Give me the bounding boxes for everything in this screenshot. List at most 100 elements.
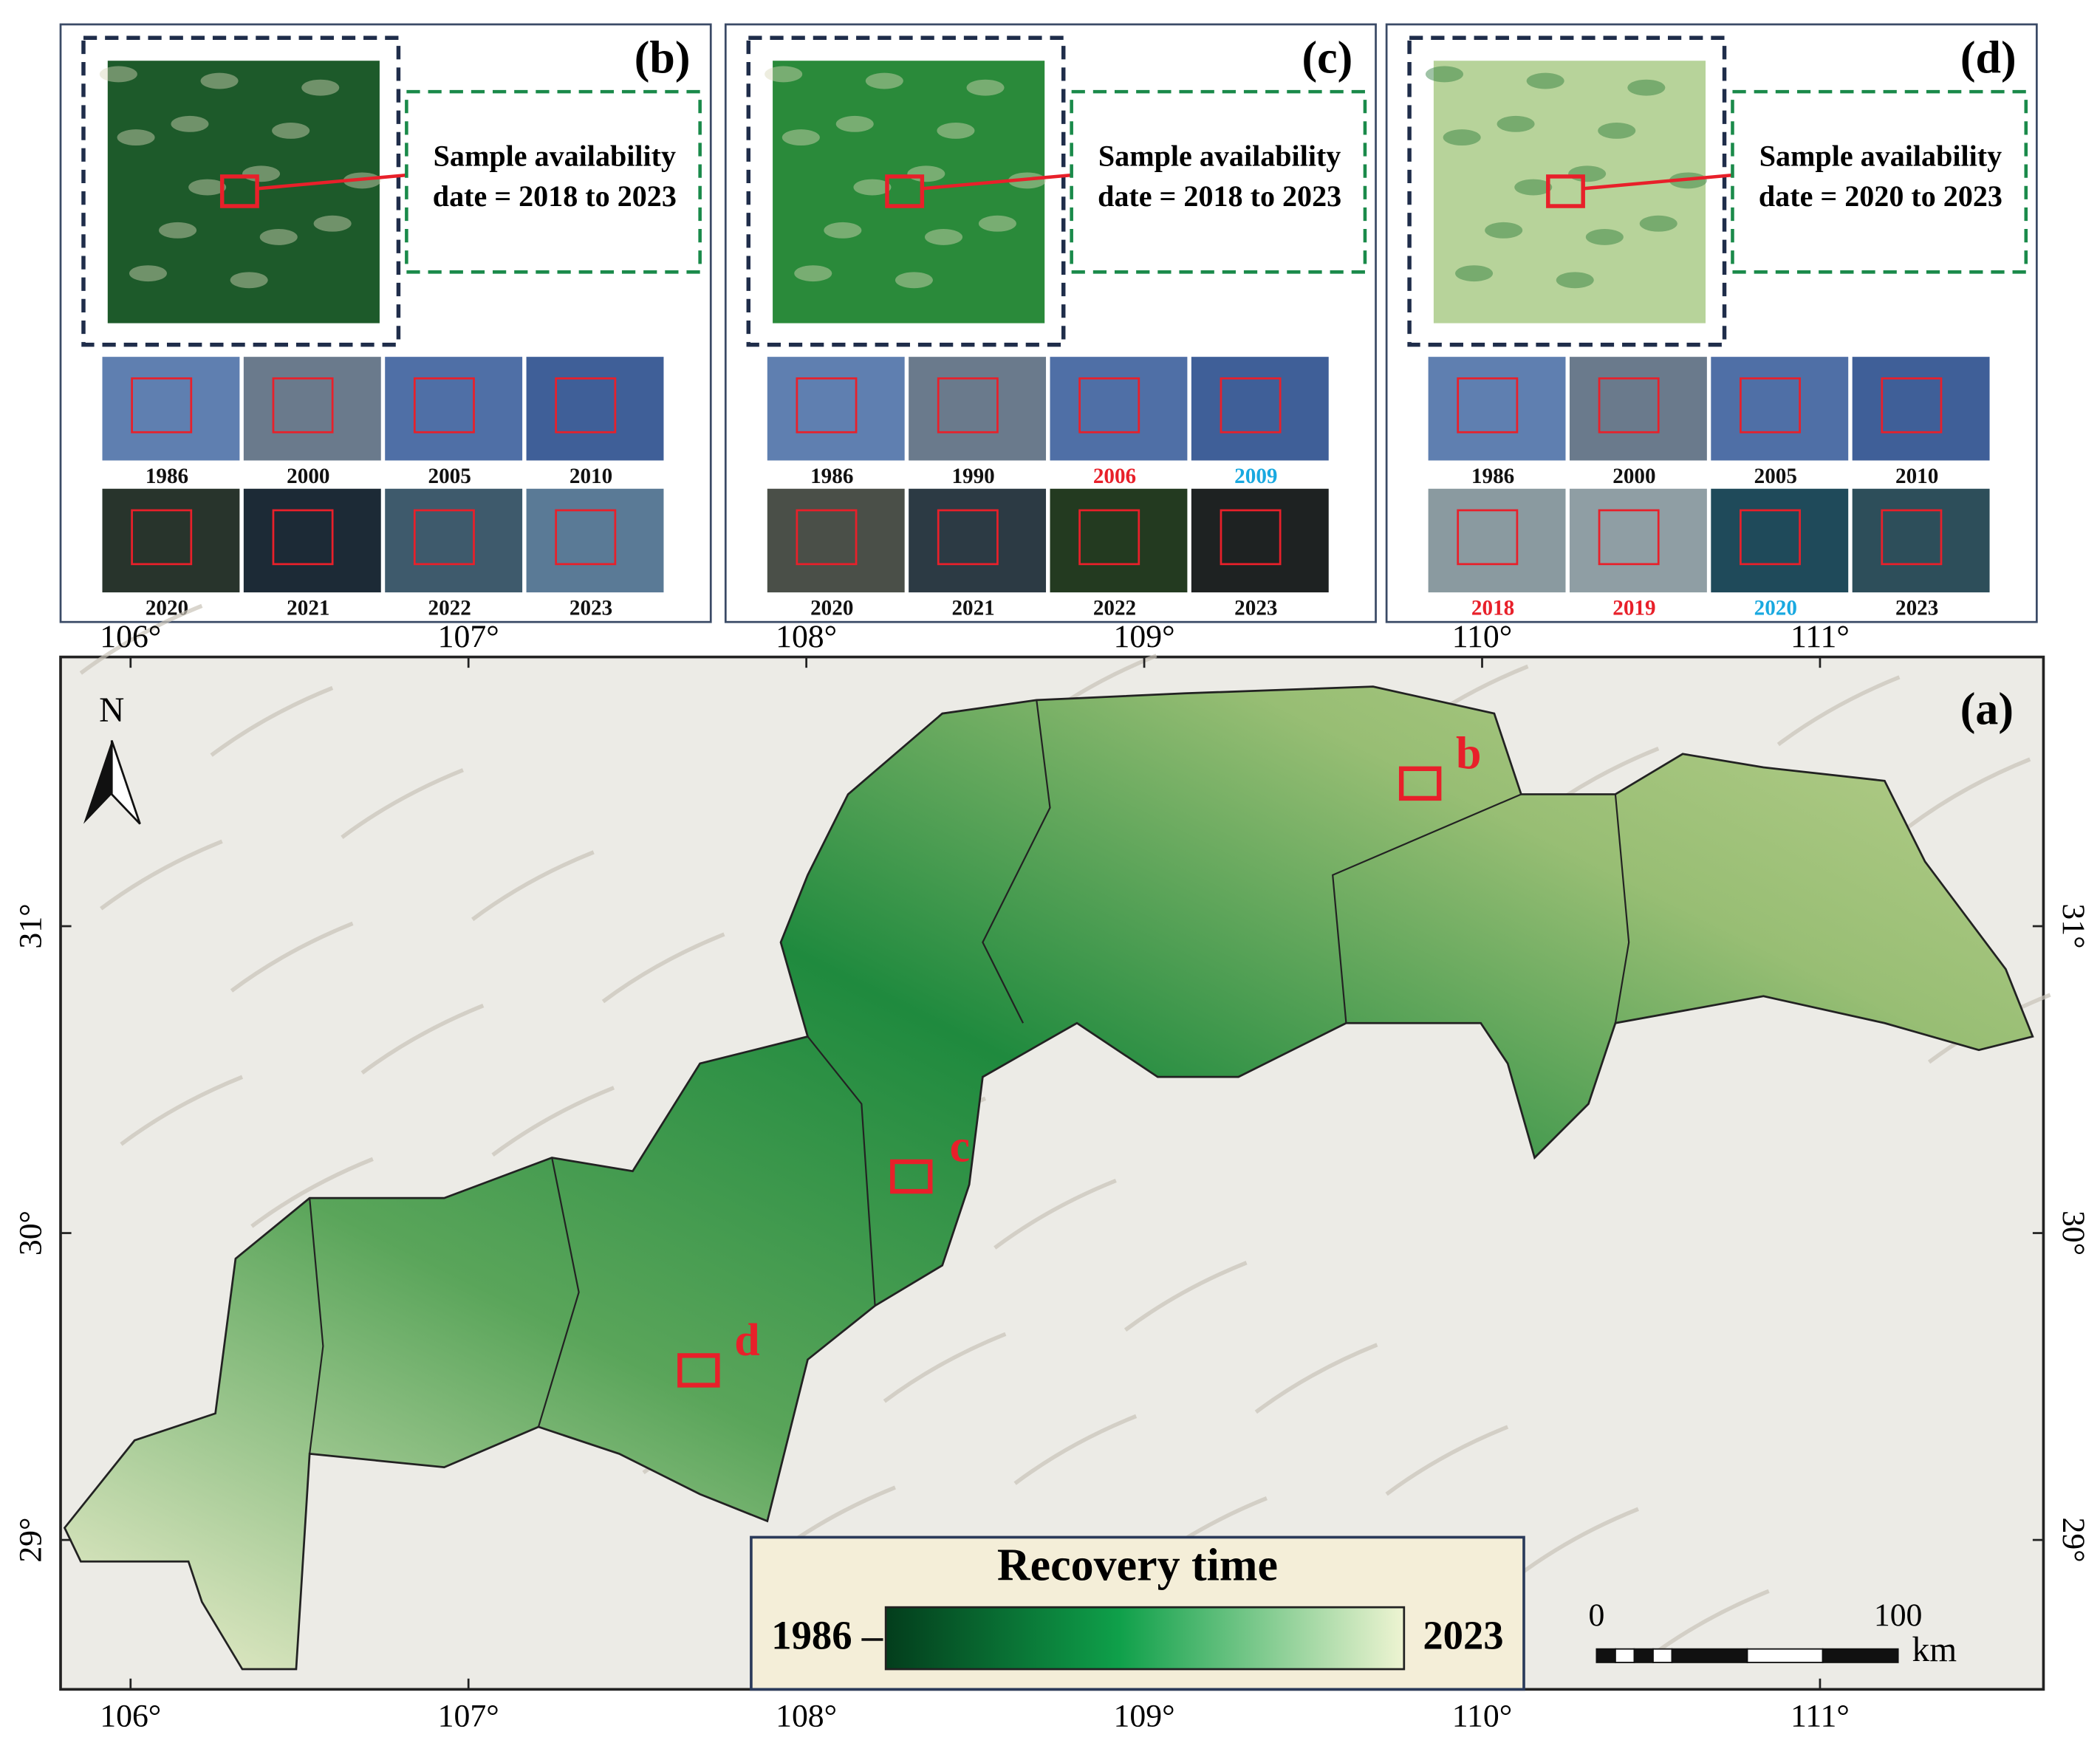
- thumbnail-box: [1078, 377, 1140, 434]
- thumbnail: [1191, 488, 1329, 593]
- lat-label: 29°: [2056, 1517, 2091, 1562]
- thumbnail: [385, 357, 523, 461]
- thumbnail: [1050, 357, 1188, 461]
- year-label: 2018: [1471, 596, 1514, 620]
- thumbnail: [767, 357, 905, 461]
- texture: [1455, 265, 1494, 282]
- texture: [835, 115, 874, 132]
- texture: [794, 265, 832, 282]
- lon-label: 107°: [438, 619, 499, 654]
- texture: [895, 272, 933, 289]
- note-text: date = 2018 to 2023: [433, 179, 677, 213]
- texture: [188, 179, 227, 196]
- panel-label: (b): [635, 32, 691, 83]
- scale-label: 0: [1588, 1598, 1604, 1633]
- note-text: Sample availability: [1759, 139, 2002, 172]
- lon-label: 110°: [1452, 619, 1512, 654]
- year-label: 2019: [1612, 596, 1655, 620]
- year-label: 2022: [1093, 596, 1136, 620]
- texture: [1485, 222, 1523, 239]
- lon-label: 107°: [438, 1698, 499, 1733]
- thumbnail-box: [272, 377, 334, 434]
- lon-label: 106°: [100, 1698, 161, 1733]
- year-label: 2021: [951, 596, 994, 620]
- thumbnail-box: [1220, 377, 1282, 434]
- texture: [171, 115, 209, 132]
- note-text: date = 2020 to 2023: [1759, 179, 2002, 213]
- legend-max: 2023: [1423, 1612, 1503, 1657]
- thumbnail-box: [413, 509, 475, 566]
- hillshade: [360, 1004, 485, 1075]
- thumbnail-box: [555, 509, 617, 566]
- year-label: 2005: [1754, 465, 1797, 488]
- texture: [1497, 115, 1535, 132]
- thumbnail: [243, 488, 381, 593]
- thumbnail-box: [1881, 509, 1943, 566]
- lat-label: 30°: [2056, 1210, 2091, 1256]
- hillshade: [230, 921, 354, 993]
- hillshade: [471, 850, 595, 922]
- boundary: [537, 1157, 580, 1428]
- panel-label: (d): [1960, 32, 2017, 83]
- scale-bar: [1822, 1648, 1899, 1663]
- lon-label: 108°: [776, 619, 837, 654]
- lon-label: 110°: [1452, 1698, 1512, 1733]
- thumbnail: [526, 357, 664, 461]
- year-label: 2010: [570, 465, 612, 488]
- texture: [1425, 66, 1463, 83]
- hillshade: [341, 768, 464, 839]
- thumbnail: [1569, 357, 1707, 461]
- lon-label: 109°: [1114, 1698, 1175, 1733]
- year-label: 1986: [1471, 465, 1514, 488]
- panel-label: (c): [1302, 32, 1353, 83]
- site-box: [890, 1159, 933, 1194]
- thumbnail: [767, 488, 905, 593]
- thumbnail-box: [1220, 509, 1282, 566]
- year-label: 1986: [810, 465, 853, 488]
- thumbnail: [1428, 357, 1566, 461]
- year-label: 2023: [1234, 596, 1277, 620]
- thumbnail: [1428, 488, 1566, 593]
- sample-box: [219, 174, 259, 208]
- sample-box: [1546, 174, 1585, 208]
- legend-min: 1986: [771, 1612, 852, 1657]
- site-box: [1398, 766, 1442, 801]
- thumbnail-box: [1598, 377, 1660, 434]
- thumbnail: [909, 357, 1047, 461]
- scale-unit: km: [1912, 1631, 1957, 1669]
- texture: [313, 215, 352, 232]
- hillshade: [210, 685, 334, 757]
- texture: [824, 222, 862, 239]
- texture: [200, 72, 239, 89]
- hillshade: [1907, 757, 2031, 829]
- texture: [853, 179, 892, 196]
- year-label: 1990: [951, 465, 994, 488]
- year-label: 1986: [146, 465, 188, 488]
- site-label: b: [1456, 728, 1481, 778]
- year-label: 2010: [1895, 465, 1938, 488]
- boundary: [309, 1198, 324, 1454]
- thumbnail-box: [937, 509, 999, 566]
- hillshade: [883, 1332, 1007, 1403]
- thumbnail: [526, 488, 664, 593]
- texture: [129, 265, 167, 282]
- pointer: [256, 173, 407, 191]
- hillshade: [120, 1075, 244, 1146]
- boundary: [1332, 793, 1522, 1024]
- thumbnail: [1711, 357, 1849, 461]
- hillshade: [100, 839, 223, 911]
- thumbnail-box: [1598, 509, 1660, 566]
- thumbnail-box: [796, 509, 858, 566]
- lon-label: 111°: [1791, 1698, 1850, 1733]
- texture: [259, 229, 298, 245]
- thumbnail: [1569, 488, 1707, 593]
- scale-bar: [1595, 1648, 1616, 1663]
- north-arrow: [110, 740, 141, 825]
- texture: [1568, 165, 1607, 182]
- sample-box: [885, 174, 925, 208]
- thumbnail: [1852, 488, 1990, 593]
- sample-image: [107, 61, 380, 323]
- hillshade: [1013, 1414, 1138, 1485]
